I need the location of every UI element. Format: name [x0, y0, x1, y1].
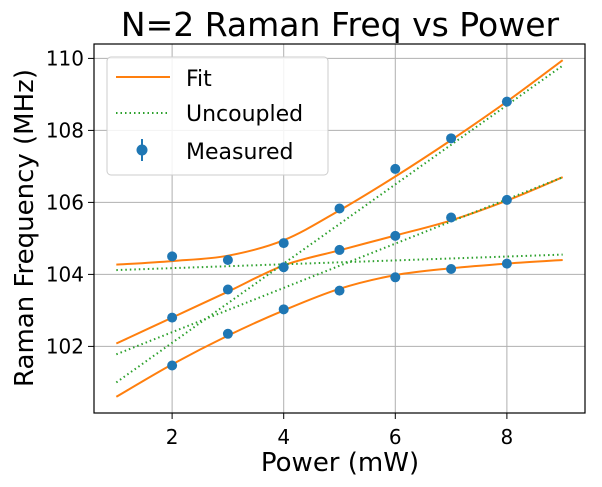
measured-point	[167, 312, 178, 323]
x-tick-label: 2	[166, 425, 179, 449]
measured-point	[222, 328, 233, 339]
measured-point	[278, 238, 289, 249]
y-axis-label: Raman Frequency (MHz)	[10, 69, 40, 387]
axis-ticks: 2 4 6 8 102 104 106 108 110	[46, 46, 513, 449]
legend-measured-label: Measured	[186, 140, 293, 165]
chart-title: N=2 Raman Freq vs Power	[121, 5, 560, 44]
measured-point	[278, 262, 289, 273]
measured-point	[334, 285, 345, 296]
plot-series	[115, 59, 564, 398]
legend-measured-marker	[136, 144, 148, 156]
measured-point	[167, 251, 178, 262]
plot-area-frame	[93, 43, 586, 414]
measured-point	[222, 284, 233, 295]
y-tick-label: 108	[46, 118, 84, 142]
measured-point	[501, 258, 512, 269]
measured-point	[446, 133, 457, 144]
y-tick-label: 102	[46, 334, 84, 358]
measured-point	[390, 272, 401, 283]
x-tick-label: 4	[277, 425, 290, 449]
measured-point	[446, 264, 457, 274]
measured-point	[334, 244, 345, 255]
x-axis-label: Power (mW)	[261, 448, 419, 478]
y-tick-label: 106	[46, 190, 84, 214]
legend: Fit Uncoupled Measured	[106, 56, 329, 176]
legend-uncoupled-label: Uncoupled	[186, 102, 303, 127]
uncoupled-line	[116, 253, 563, 272]
y-tick-label: 104	[46, 262, 84, 286]
uncoupled-line	[115, 64, 564, 384]
measured-point	[167, 360, 178, 371]
legend-fit-label: Fit	[186, 67, 212, 92]
legend-box	[106, 56, 329, 176]
measured-point	[501, 194, 512, 205]
measured-point	[390, 163, 401, 174]
measured-point	[334, 203, 345, 214]
y-tick-label: 110	[46, 46, 84, 70]
measured-point	[446, 212, 457, 223]
measured-point	[222, 255, 233, 265]
measured-point	[278, 304, 289, 315]
measured-point	[390, 230, 401, 241]
x-tick-label: 8	[501, 425, 514, 449]
measured-point	[501, 96, 512, 107]
x-tick-label: 6	[389, 425, 402, 449]
fit-curve	[116, 59, 564, 266]
fit-curve	[115, 259, 563, 398]
